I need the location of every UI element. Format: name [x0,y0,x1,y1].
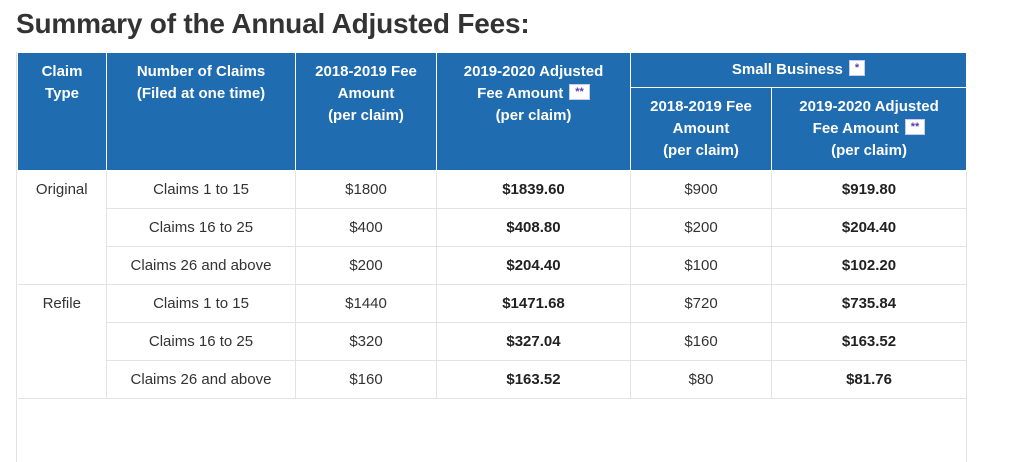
sb-fee-2019-cell: $163.52 [771,322,968,361]
claims-cell: Claims 16 to 25 [106,322,296,361]
footnote-double-star-link[interactable]: ** [569,84,590,100]
fee-2019-cell: $327.04 [436,322,631,361]
sb-fee-2019-cell: $735.84 [771,284,968,323]
table-row: Claims 26 and above $160 $163.52 $80 $81… [18,360,968,399]
table-row: Claims 16 to 25 $320 $327.04 $160 $163.5… [18,322,968,361]
sb-fee-2019-cell: $919.80 [771,170,968,209]
claims-cell: Claims 1 to 15 [106,170,296,209]
header-small-business: Small Business * [629,52,968,88]
fee-2018-cell: $1800 [295,170,437,209]
header-sb-fee-2018: 2018-2019 Fee Amount (per claim) [630,87,772,171]
fee-2019-cell: $204.40 [436,246,631,285]
sb-fee-2018-cell: $160 [630,322,772,361]
sb-fee-2019-cell: $204.40 [771,208,968,247]
claims-cell: Claims 26 and above [106,246,296,285]
table-row: Original Claims 1 to 15 $1800 $1839.60 $… [17,170,968,285]
sb-fee-2019-cell: $102.20 [771,246,968,285]
sb-fee-2018-cell: $900 [630,170,772,209]
header-sb-fee-2019: 2019-2020 Adjusted Fee Amount ** (per cla… [770,87,968,171]
footnote-double-star-link[interactable]: ** [904,119,926,135]
sb-fee-2019-cell: $81.76 [771,360,968,399]
sb-fee-2018-cell: $80 [630,360,772,399]
claim-type-cell: Original [17,170,107,285]
fee-2018-cell: $160 [295,360,437,399]
fee-2019-cell: $408.80 [436,208,631,247]
fees-table-container: Claim Type Number of Claims (Filed at on… [16,52,968,462]
fee-2018-cell: $1440 [295,284,437,323]
header-number-of-claims: Number of Claims (Filed at one time) [106,52,296,171]
header-claim-type: Claim Type [17,52,107,171]
table-row: Claims 16 to 25 $400 $408.80 $200 $204.4… [18,208,968,247]
claims-cell: Claims 26 and above [106,360,296,399]
fee-2019-cell: $1839.60 [436,170,631,209]
sb-fee-2018-cell: $100 [630,246,772,285]
footnote-star-link[interactable]: * [848,60,866,76]
fee-2018-cell: $200 [295,246,437,285]
fee-2019-cell: $1471.68 [436,284,631,323]
fee-2019-cell: $163.52 [436,360,631,399]
header-fee-2018: 2018-2019 Fee Amount (per claim) [295,52,437,171]
fee-2018-cell: $400 [295,208,437,247]
table-row: Refile Claims 1 to 15 $1440 $1471.68 $72… [17,284,968,399]
claims-cell: Claims 1 to 15 [106,284,296,323]
claim-type-cell: Refile [17,284,107,399]
page-title: Summary of the Annual Adjusted Fees: [16,8,530,39]
sb-fee-2018-cell: $200 [630,208,772,247]
table-row: Claims 26 and above $200 $204.40 $100 $1… [18,246,968,285]
sb-fee-2018-cell: $720 [630,284,772,323]
fee-2018-cell: $320 [295,322,437,361]
fees-table: Claim Type Number of Claims (Filed at on… [17,52,968,399]
header-fee-2019: 2019-2020 Adjusted Fee Amount ** (per cla… [436,52,631,171]
claims-cell: Claims 16 to 25 [106,208,296,247]
